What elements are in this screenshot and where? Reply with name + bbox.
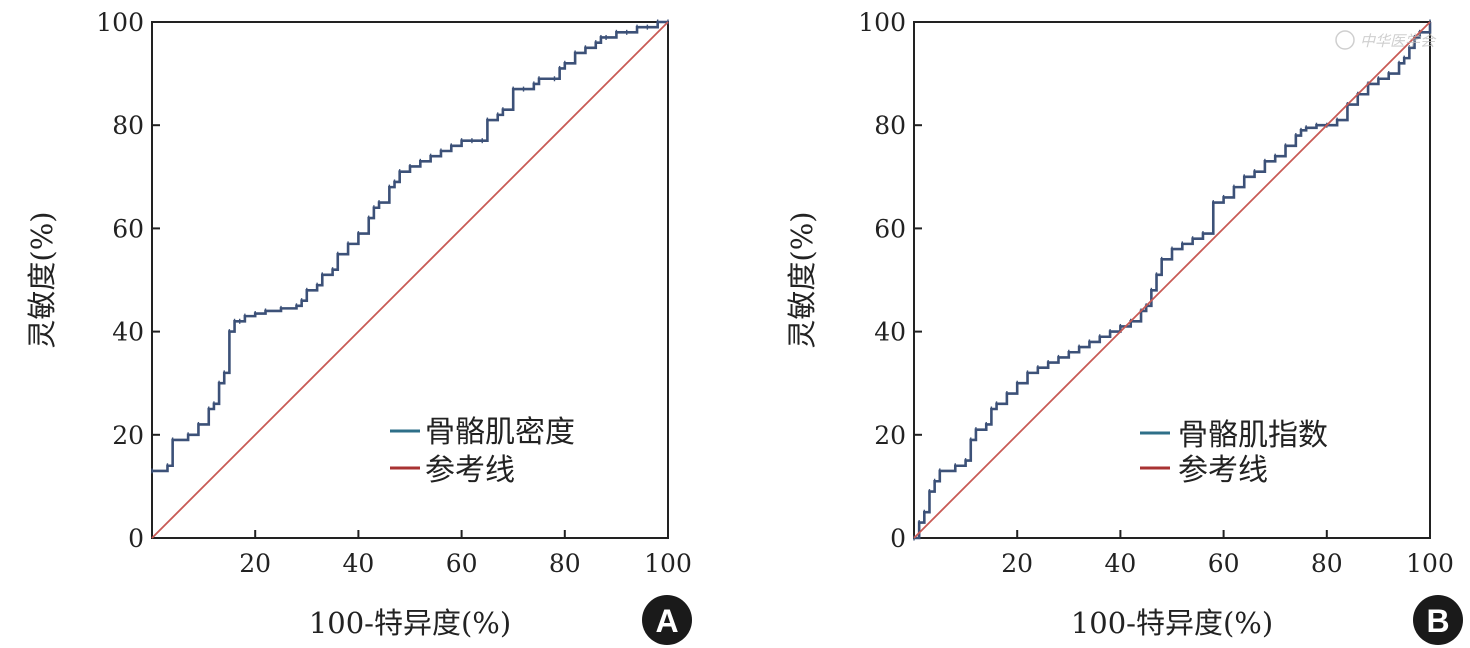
panel-a-legend-roc-label: 骨骼肌密度 (425, 415, 575, 450)
panel-b-plot-area: 0 20 40 60 80 100 20 40 60 80 100 (858, 8, 1454, 578)
panel-a-y-tick-label: 80 (112, 111, 144, 140)
panel-b-badge-circle (1413, 595, 1463, 645)
panel-a-reference-line (151, 21, 669, 539)
panel-b-x-axis-label: 100-特异度(%) (1071, 606, 1273, 640)
panel-a: 0 20 40 60 80 100 20 40 60 80 100 100-特异度(%) 灵敏度(%… (25, 8, 692, 645)
panel-b-reference-line (913, 21, 1431, 539)
panel-a-badge-circle (642, 595, 692, 645)
panel-a-y-tick-label: 40 (112, 318, 144, 347)
panel-a-badge-label: A (655, 603, 678, 639)
panel-b-x-tick-label: 60 (1208, 549, 1240, 578)
panel-a-x-tick-label: 60 (446, 549, 478, 578)
panel-b-y-tick-label: 80 (874, 111, 906, 140)
panel-b-legend-reference-label: 参考线 (1178, 453, 1268, 488)
panel-a-x-axis-label: 100-特异度(%) (309, 606, 511, 640)
panel-b-x-tick-label: 80 (1311, 549, 1343, 578)
panel-b-roc-curve (914, 22, 1432, 540)
panel-a-plot-frame (151, 21, 669, 539)
panel-a-y-axis-label: 灵敏度(%) (25, 211, 59, 348)
panel-a-x-tick-label: 20 (239, 549, 271, 578)
panel-b-x-tick-label: 100 (1406, 549, 1454, 578)
panel-a-plot-area: 0 20 40 60 80 100 20 40 60 80 100 (96, 8, 692, 578)
panel-b-badge: B (1413, 595, 1463, 645)
panel-a-x-tick-label: 100 (644, 549, 692, 578)
panel-b-y-tick-label: 60 (874, 214, 906, 243)
panel-b-x-tick-label: 20 (1001, 549, 1033, 578)
panel-b-y-tick-label: 100 (858, 8, 906, 37)
panel-b-y-tick-label: 0 (890, 524, 906, 553)
panel-b-badge-label: B (1426, 603, 1449, 639)
watermark-seal-icon (1335, 30, 1355, 50)
panel-a-legend: 骨骼肌密度 参考线 (390, 415, 575, 488)
panel-b-legend: 骨骼肌指数 参考线 (1140, 418, 1328, 488)
panel-a-badge: A (642, 595, 692, 645)
panel-a-roc-curve (152, 20, 668, 473)
panel-b-plot-frame (913, 21, 1431, 539)
panel-a-legend-reference-label: 参考线 (425, 453, 515, 488)
panel-b-y-tick-label: 40 (874, 318, 906, 347)
panel-a-y-tick-label: 0 (128, 524, 144, 553)
panel-a-x-tick-label: 40 (342, 549, 374, 578)
panel-b-legend-roc-label: 骨骼肌指数 (1178, 418, 1328, 453)
watermark-text: 中华医学会 (1360, 32, 1437, 50)
panel-b-y-axis-label: 灵敏度(%) (785, 211, 819, 348)
panel-a-x-tick-label: 80 (549, 549, 581, 578)
panel-a-y-tick-label: 100 (96, 8, 144, 37)
panel-a-y-tick-label: 60 (112, 214, 144, 243)
panel-b-y-tick-label: 20 (874, 421, 906, 450)
watermark: 中华医学会 (1335, 30, 1437, 50)
panel-b-x-tick-label: 40 (1104, 549, 1136, 578)
panel-b: 0 20 40 60 80 100 20 40 60 80 100 100-特异度(%) 灵敏度(%… (785, 8, 1463, 645)
panel-a-y-tick-label: 20 (112, 421, 144, 450)
